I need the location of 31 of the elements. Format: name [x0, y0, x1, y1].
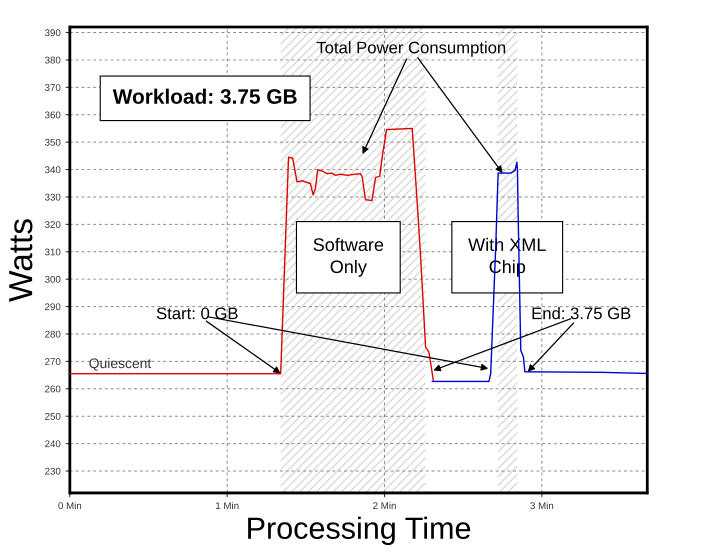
x-tick-label: 0 Min	[58, 502, 82, 510]
annotation: Total Power Consumption	[316, 41, 506, 57]
y-tick-label: 360	[44, 111, 60, 118]
x-tick-label: 1 Min	[216, 502, 238, 510]
y-tick-label: 280	[45, 330, 60, 338]
annotation: Workload: 3.75 GB	[112, 88, 297, 104]
y-tick-label: 260	[45, 386, 60, 392]
annotation: Software Only	[314, 238, 384, 277]
y-tick-label: 240	[45, 440, 60, 448]
x-tick-label: 3 Min	[530, 502, 554, 510]
y-tick-label: 310	[44, 248, 60, 256]
annotation: Start: 0 GB	[156, 307, 238, 320]
y-axis-title: Watts	[9, 219, 32, 302]
x-tick-label: 2 Min	[373, 502, 396, 510]
y-tick-label: 350	[44, 138, 60, 146]
y-tick-label: 250	[45, 412, 60, 420]
annotation: Quiescent	[89, 358, 152, 371]
line-series	[70, 128, 434, 381]
y-tick-label: 380	[44, 56, 60, 64]
y-tick-label: 270	[45, 358, 60, 366]
line-series	[432, 161, 648, 382]
y-tick-label: 290	[45, 303, 60, 310]
y-tick-label: 230	[45, 468, 60, 475]
annotation: End: 3.75 GB	[532, 307, 630, 320]
y-tick-label: 370	[44, 84, 60, 91]
y-tick-label: 320	[44, 221, 60, 228]
y-tick-label: 330	[44, 194, 60, 201]
y-tick-label: 340	[44, 166, 60, 174]
x-axis-title: Processing Time	[248, 516, 470, 546]
y-tick-label: 300	[44, 276, 60, 283]
y-tick-label: 390	[44, 29, 60, 36]
